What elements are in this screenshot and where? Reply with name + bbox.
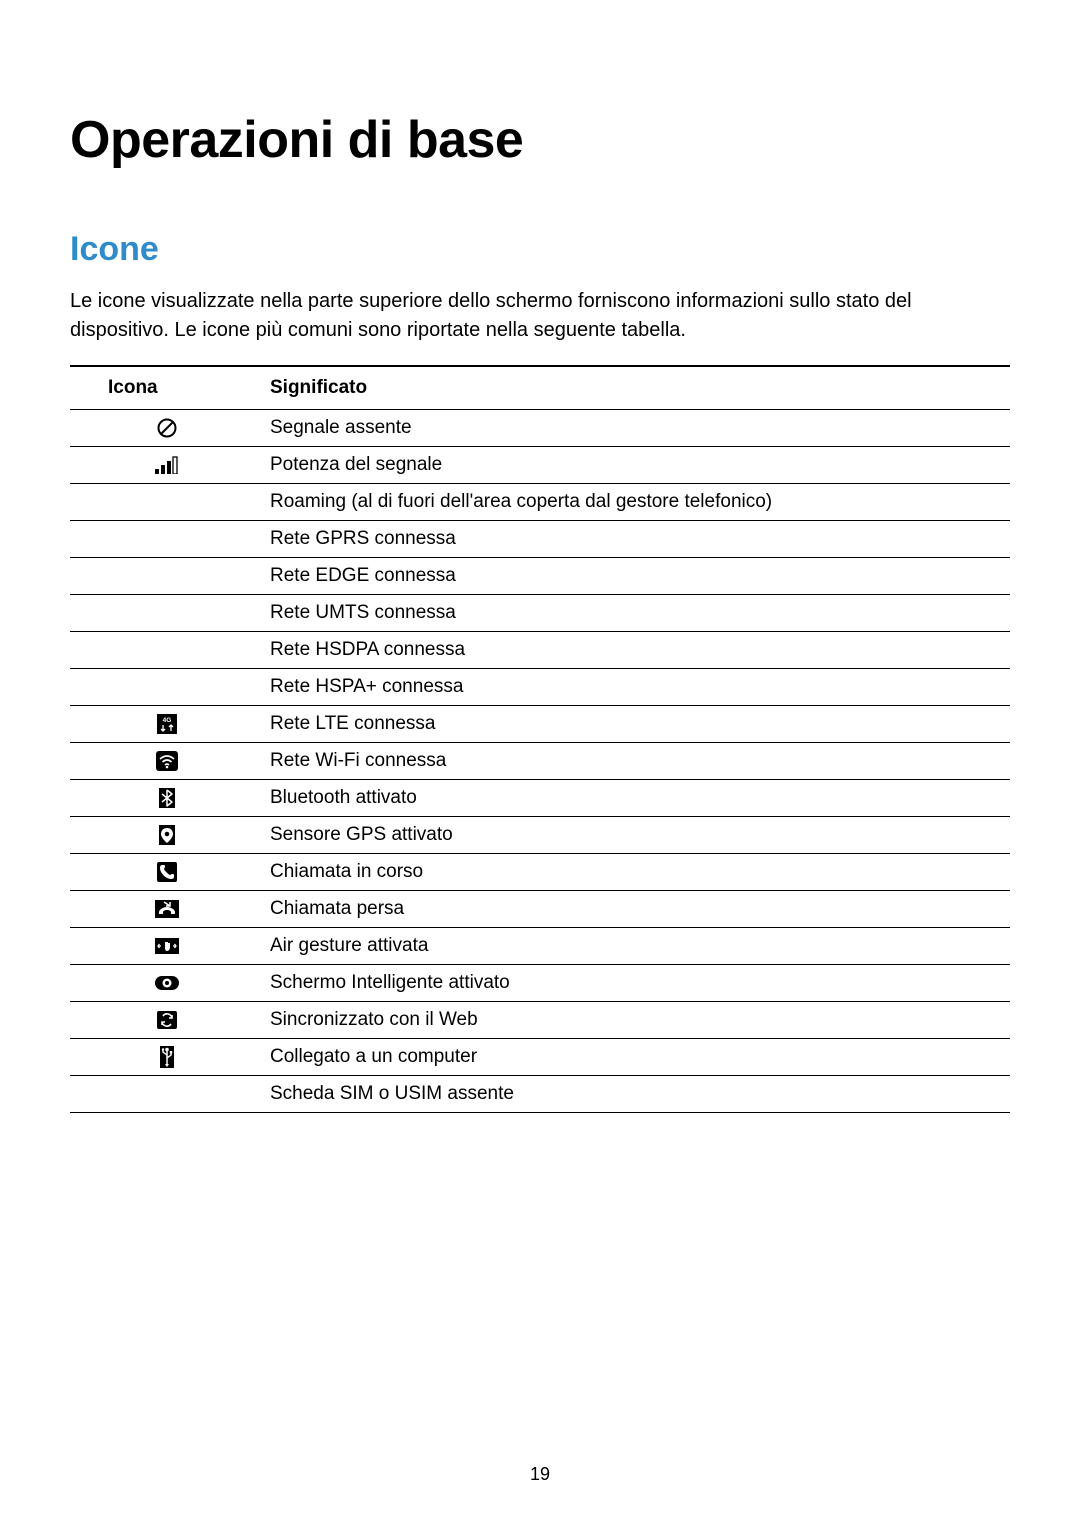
meaning-cell: Rete Wi-Fi connessa — [264, 743, 1010, 780]
meaning-cell: Rete LTE connessa — [264, 706, 1010, 743]
empty-icon-cell — [70, 1076, 264, 1113]
call-icon — [70, 854, 264, 891]
table-row: Rete GPRS connessa — [70, 521, 1010, 558]
meaning-cell: Chiamata persa — [264, 891, 1010, 928]
meaning-cell: Air gesture attivata — [264, 928, 1010, 965]
page-number: 19 — [0, 1464, 1080, 1485]
meaning-cell: Scheda SIM o USIM assente — [264, 1076, 1010, 1113]
air-gesture-icon — [70, 928, 264, 965]
wifi-icon — [70, 743, 264, 780]
table-row: Potenza del segnale — [70, 447, 1010, 484]
table-header: Icona Significato — [70, 366, 1010, 410]
meaning-cell: Sensore GPS attivato — [264, 817, 1010, 854]
header-icon-column: Icona — [70, 366, 264, 410]
table-body: Segnale assentePotenza del segnaleRoamin… — [70, 410, 1010, 1113]
header-meaning-column: Significato — [264, 366, 1010, 410]
page-title: Operazioni di base — [70, 110, 1010, 170]
meaning-cell: Rete HSPA+ connessa — [264, 669, 1010, 706]
table-row: Schermo Intelligente attivato — [70, 965, 1010, 1002]
meaning-cell: Potenza del segnale — [264, 447, 1010, 484]
sync-icon — [70, 1002, 264, 1039]
empty-icon-cell — [70, 521, 264, 558]
meaning-cell: Chiamata in corso — [264, 854, 1010, 891]
document-page: Operazioni di base Icone Le icone visual… — [0, 0, 1080, 1527]
meaning-cell: Rete UMTS connessa — [264, 595, 1010, 632]
table-row: Rete UMTS connessa — [70, 595, 1010, 632]
signal-bars-icon — [70, 447, 264, 484]
table-row: Sensore GPS attivato — [70, 817, 1010, 854]
empty-icon-cell — [70, 558, 264, 595]
table-row: 4G Rete LTE connessa — [70, 706, 1010, 743]
section-heading: Icone — [70, 230, 1010, 269]
meaning-cell: Roaming (al di fuori dell'area coperta d… — [264, 484, 1010, 521]
meaning-cell: Rete HSDPA connessa — [264, 632, 1010, 669]
meaning-cell: Collegato a un computer — [264, 1039, 1010, 1076]
intro-paragraph: Le icone visualizzate nella parte superi… — [70, 287, 1010, 345]
empty-icon-cell — [70, 484, 264, 521]
table-row: Bluetooth attivato — [70, 780, 1010, 817]
smart-screen-icon — [70, 965, 264, 1002]
table-row: Roaming (al di fuori dell'area coperta d… — [70, 484, 1010, 521]
table-row: Air gesture attivata — [70, 928, 1010, 965]
meaning-cell: Bluetooth attivato — [264, 780, 1010, 817]
bluetooth-icon — [70, 780, 264, 817]
meaning-cell: Rete EDGE connessa — [264, 558, 1010, 595]
meaning-cell: Rete GPRS connessa — [264, 521, 1010, 558]
empty-icon-cell — [70, 595, 264, 632]
usb-icon — [70, 1039, 264, 1076]
empty-icon-cell — [70, 632, 264, 669]
meaning-cell: Schermo Intelligente attivato — [264, 965, 1010, 1002]
table-row: Sincronizzato con il Web — [70, 1002, 1010, 1039]
svg-text:4G: 4G — [163, 717, 172, 724]
table-row: Rete HSDPA connessa — [70, 632, 1010, 669]
lte-4g-icon: 4G — [70, 706, 264, 743]
table-row: Segnale assente — [70, 410, 1010, 447]
icons-table: Icona Significato Segnale assentePotenza… — [70, 365, 1010, 1113]
table-row: Chiamata persa — [70, 891, 1010, 928]
empty-icon-cell — [70, 669, 264, 706]
table-row: Rete Wi-Fi connessa — [70, 743, 1010, 780]
missed-call-icon — [70, 891, 264, 928]
table-row: Scheda SIM o USIM assente — [70, 1076, 1010, 1113]
meaning-cell: Segnale assente — [264, 410, 1010, 447]
table-row: Rete HSPA+ connessa — [70, 669, 1010, 706]
table-row: Rete EDGE connessa — [70, 558, 1010, 595]
no-signal-icon — [70, 410, 264, 447]
table-row: Chiamata in corso — [70, 854, 1010, 891]
meaning-cell: Sincronizzato con il Web — [264, 1002, 1010, 1039]
gps-icon — [70, 817, 264, 854]
table-row: Collegato a un computer — [70, 1039, 1010, 1076]
